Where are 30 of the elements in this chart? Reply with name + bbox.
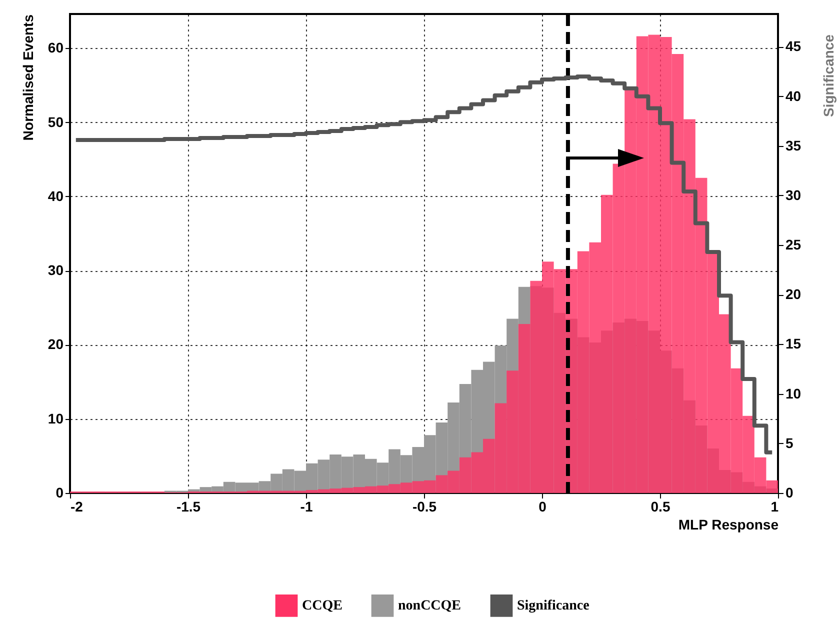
legend-label: nonCCQE bbox=[398, 598, 462, 614]
y2-tick-label: 45 bbox=[786, 38, 802, 54]
y-tick-label: 0 bbox=[56, 484, 64, 500]
x-tick-label: 1 bbox=[770, 498, 779, 514]
y2-axis-title: Significance bbox=[820, 34, 836, 117]
x-tick-label: 0.5 bbox=[650, 498, 670, 514]
legend-label: Significance bbox=[517, 598, 590, 614]
x-tick-label: -1 bbox=[300, 498, 313, 514]
y2-tick-label: 40 bbox=[786, 88, 802, 104]
y-tick-label: 50 bbox=[48, 114, 64, 130]
legend-label: CCQE bbox=[302, 598, 342, 614]
x-tick-label: -1.5 bbox=[176, 498, 201, 514]
y-tick-label: 10 bbox=[48, 410, 64, 426]
y-tick-label: 20 bbox=[48, 336, 64, 352]
x-tick-label: -0.5 bbox=[412, 498, 437, 514]
x-axis-title: MLP Response bbox=[678, 516, 779, 532]
y-axis-title: Normalised Events bbox=[20, 14, 36, 141]
y2-tick-label: 10 bbox=[786, 385, 802, 402]
y2-tick-label: 25 bbox=[786, 236, 802, 253]
y2-tick-label: 30 bbox=[786, 186, 802, 203]
y-tick-label: 60 bbox=[48, 40, 64, 56]
y2-tick-label: 35 bbox=[786, 137, 802, 154]
y2-tick-label: 15 bbox=[786, 336, 802, 352]
y2-tick-label: 20 bbox=[786, 286, 802, 302]
y2-tick-label: 0 bbox=[786, 484, 794, 500]
y2-tick-label: 5 bbox=[786, 434, 794, 451]
y-tick-label: 40 bbox=[48, 188, 64, 204]
y-tick-label: 30 bbox=[48, 262, 64, 278]
x-tick-label: 0 bbox=[538, 498, 547, 514]
x-tick-label: -2 bbox=[70, 498, 84, 514]
